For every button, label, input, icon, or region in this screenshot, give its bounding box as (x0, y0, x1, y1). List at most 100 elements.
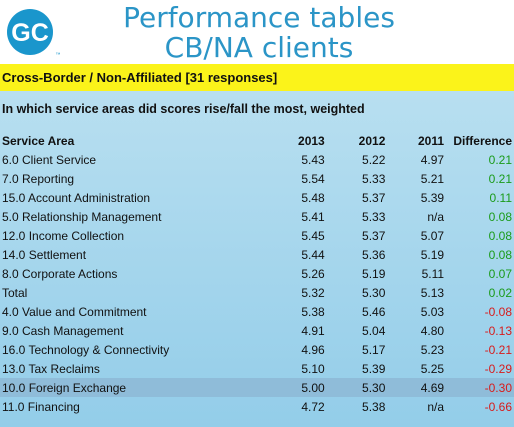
value-2012-cell: 5.33 (362, 209, 386, 224)
service-area-cell: 11.0 Financing (2, 399, 80, 414)
value-2011-cell: 5.25 (420, 361, 445, 376)
service-area-cell: 13.0 Tax Reclaims (2, 361, 100, 376)
value-2011-cell: 5.03 (420, 304, 445, 319)
value-2011-cell: n/a (427, 209, 445, 224)
value-2011-cell: 5.21 (420, 171, 445, 186)
value-2013-cell: 4.91 (301, 323, 325, 338)
table-row: 5.0 Relationship Management 5.41 5.33 n/a 0.… (0, 207, 514, 226)
slide-header: GC ™ Performance tables CB/NA clients (0, 0, 514, 64)
difference-cell: 0.08 (488, 209, 512, 224)
difference-cell: 0.07 (488, 266, 512, 281)
performance-table: Service Area 2013 2012 2011 Difference 6… (0, 131, 514, 416)
value-2013-cell: 5.45 (301, 228, 325, 243)
value-2013-cell: 5.44 (301, 247, 325, 262)
value-2011-cell: 5.23 (420, 342, 445, 357)
header-service-area: Service Area (2, 133, 75, 148)
value-2013-cell: 5.00 (269, 378, 325, 397)
difference-cell: -0.30 (444, 378, 514, 397)
value-2012-cell: 5.30 (362, 285, 386, 300)
value-2012-cell: 5.38 (362, 399, 386, 414)
service-area-cell: 8.0 Corporate Actions (2, 266, 118, 281)
table-row: 11.0 Financing 4.72 5.38 n/a -0.66 (0, 397, 514, 416)
table-row: Total 5.32 5.30 5.13 0.02 (0, 283, 514, 302)
value-2013-cell: 5.41 (301, 209, 325, 224)
table-row: 12.0 Income Collection 5.45 5.37 5.07 0.08 (0, 226, 514, 245)
value-2013-cell: 5.38 (301, 304, 325, 319)
difference-cell: 0.02 (488, 285, 512, 300)
value-2013-cell: 5.48 (301, 190, 325, 205)
service-area-cell: 5.0 Relationship Management (2, 209, 162, 224)
logo-text: GC (11, 19, 49, 47)
value-2013-cell: 4.72 (301, 399, 325, 414)
table-row: 7.0 Reporting 5.54 5.33 5.21 0.21 (0, 169, 514, 188)
service-area-cell: 4.0 Value and Commitment (2, 304, 147, 319)
value-2011-cell: 5.11 (421, 266, 445, 281)
question-text: In which service areas did scores rise/f… (2, 102, 365, 116)
value-2011-cell: 4.97 (420, 152, 445, 167)
difference-cell: -0.13 (484, 323, 512, 338)
header-2013: 2013 (298, 133, 325, 148)
service-area-cell: Total (2, 285, 28, 300)
table-row: 15.0 Account Administration 5.48 5.37 5.39 0… (0, 188, 514, 207)
value-2011-cell: n/a (427, 399, 445, 414)
segment-banner: Cross-Border / Non-Affiliated [31 respon… (0, 64, 514, 91)
value-2012-cell: 5.04 (362, 323, 386, 338)
gc-logo: GC ™ (7, 9, 61, 58)
difference-cell: 0.11 (489, 190, 512, 205)
table-row: 13.0 Tax Reclaims 5.10 5.39 5.25 -0.29 (0, 359, 514, 378)
svg-text:™: ™ (56, 52, 61, 58)
header-difference: Difference (453, 133, 512, 148)
table-row: 6.0 Client Service 5.43 5.22 4.97 0.21 (0, 150, 514, 169)
value-2012-cell: 5.46 (362, 304, 386, 319)
value-2012-cell: 5.37 (362, 190, 386, 205)
value-2012-cell: 5.37 (362, 228, 386, 243)
table-row: 14.0 Settlement 5.44 5.36 5.19 0.08 (0, 245, 514, 264)
value-2012-cell: 5.39 (362, 361, 386, 376)
table-row: 9.0 Cash Management 4.91 5.04 4.80 -0.13 (0, 321, 514, 340)
table-row: 8.0 Corporate Actions 5.26 5.19 5.11 0.07 (0, 264, 514, 283)
value-2011-cell: 4.69 (385, 378, 445, 397)
table-panel: In which service areas did scores rise/f… (0, 91, 514, 427)
table-row: 16.0 Technology & Connectivity 4.96 5.17 5.… (0, 340, 514, 359)
difference-cell: 0.08 (488, 247, 512, 262)
difference-cell: 0.21 (488, 152, 512, 167)
difference-cell: 0.21 (488, 171, 512, 186)
value-2012-cell: 5.22 (362, 152, 386, 167)
service-area-cell: 10.0 Foreign Exchange (0, 378, 270, 397)
table-header-row: Service Area 2013 2012 2011 Difference (0, 131, 514, 150)
segment-banner-text: Cross-Border / Non-Affiliated [31 respon… (2, 70, 278, 85)
value-2011-cell: 4.80 (420, 323, 445, 338)
value-2013-cell: 5.26 (301, 266, 325, 281)
difference-cell: -0.21 (484, 342, 512, 357)
table-row: 10.0 Foreign Exchange 5.00 5.30 4.69 -0.30 (0, 378, 514, 397)
difference-cell: -0.08 (484, 304, 512, 319)
value-2013-cell: 5.32 (301, 285, 325, 300)
slide-title-line1: Performance tables (123, 1, 395, 34)
difference-cell: -0.66 (484, 399, 512, 414)
value-2013-cell: 5.10 (301, 361, 325, 376)
value-2012-cell: 5.36 (362, 247, 386, 262)
service-area-cell: 9.0 Cash Management (2, 323, 124, 338)
value-2012-cell: 5.19 (362, 266, 386, 281)
value-2013-cell: 5.43 (301, 152, 325, 167)
service-area-cell: 12.0 Income Collection (2, 228, 125, 243)
slide-title-line2: CB/NA clients (164, 31, 354, 64)
value-2011-cell: 5.19 (420, 247, 445, 262)
value-2011-cell: 5.07 (420, 228, 445, 243)
service-area-cell: 15.0 Account Administration (2, 190, 151, 205)
value-2013-cell: 4.96 (301, 342, 325, 357)
difference-cell: -0.29 (484, 361, 512, 376)
value-2013-cell: 5.54 (301, 171, 325, 186)
value-2012-cell: 5.17 (362, 342, 386, 357)
difference-cell: 0.08 (488, 228, 512, 243)
service-area-cell: 7.0 Reporting (2, 171, 75, 186)
header-2011: 2011 (418, 133, 445, 148)
service-area-cell: 16.0 Technology & Connectivity (2, 342, 170, 357)
service-area-cell: 14.0 Settlement (2, 247, 87, 262)
header-2012: 2012 (358, 133, 386, 148)
value-2011-cell: 5.39 (420, 190, 445, 205)
value-2012-cell: 5.30 (324, 378, 386, 397)
service-area-cell: 6.0 Client Service (2, 152, 97, 167)
table-row: 4.0 Value and Commitment 5.38 5.46 5.03 -0.0… (0, 302, 514, 321)
value-2012-cell: 5.33 (362, 171, 386, 186)
